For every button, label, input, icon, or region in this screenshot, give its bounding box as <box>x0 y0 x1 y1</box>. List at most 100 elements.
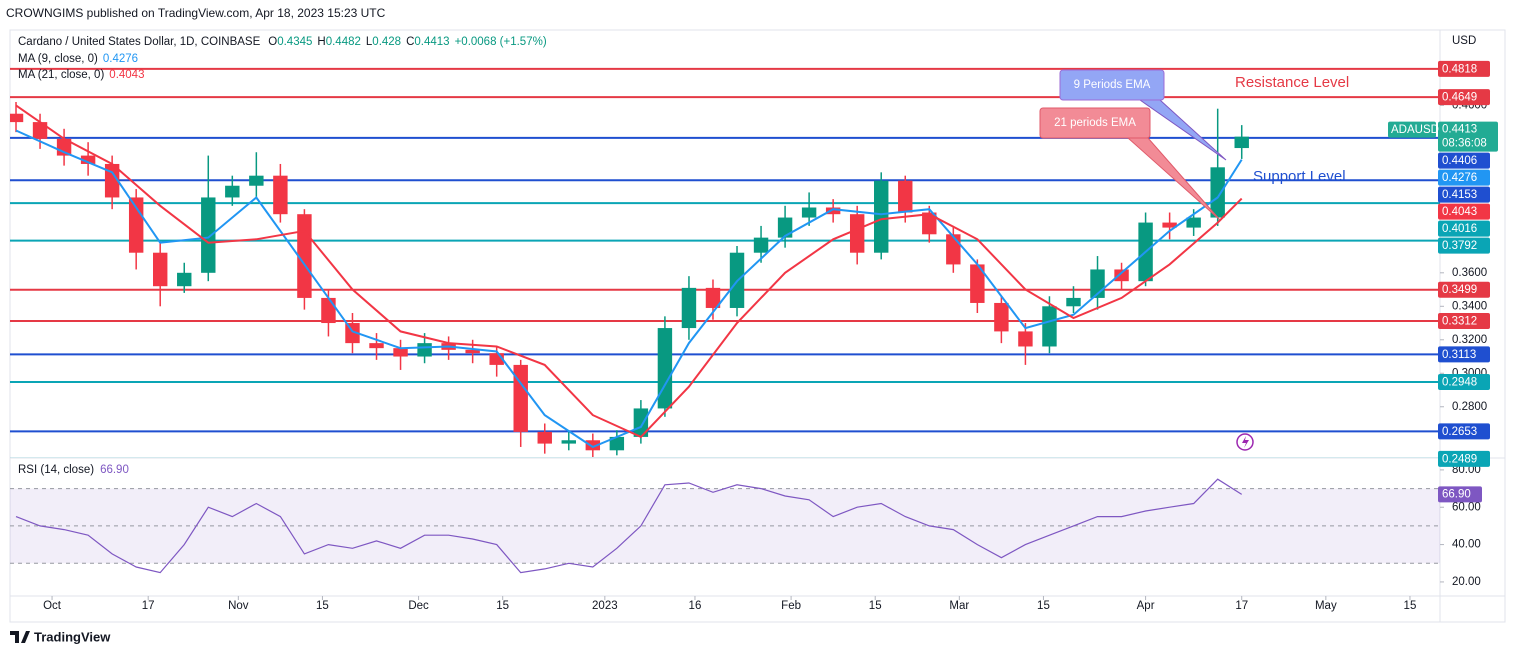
annotation: 9 Periods EMA <box>1074 79 1151 91</box>
x-tick-label: 17 <box>1235 600 1248 612</box>
candle-body <box>104 163 120 198</box>
ma-legend: MA (21, close, 0) 0.4043 <box>18 69 144 81</box>
level-label-box <box>1438 237 1490 254</box>
ma-line <box>15 104 1243 439</box>
rsi-name: RSI (14, close) <box>18 464 94 476</box>
candle-body <box>321 297 336 324</box>
ma-name: MA (21, close, 0) <box>18 69 104 81</box>
level-label-box <box>1438 313 1490 330</box>
candle-body <box>1210 167 1225 218</box>
level-label: 0.2653 <box>1442 426 1477 438</box>
level-label: 0.4016 <box>1442 223 1477 235</box>
candle-body <box>681 287 697 329</box>
change: +0.0068 (+1.57%) <box>455 36 547 48</box>
ohlc-key: L <box>366 36 373 48</box>
x-tick-label: May <box>1315 600 1337 612</box>
event-icon-glyph <box>1242 436 1249 448</box>
candle-body <box>657 328 673 409</box>
annotation: Resistance Level <box>1235 74 1349 91</box>
x-tick-label: 15 <box>1404 600 1417 612</box>
x-tick-label: Mar <box>949 600 969 612</box>
level-label: 0.4649 <box>1442 92 1477 104</box>
level-label: 0.3499 <box>1442 284 1477 296</box>
x-tick-label: 15 <box>1037 600 1050 612</box>
candle-body <box>705 287 721 308</box>
candle-body <box>898 180 913 213</box>
candle-body <box>177 272 192 287</box>
x-tick-label: 16 <box>689 600 702 612</box>
ohlc-value: 0.4413 <box>414 36 449 48</box>
ma-name: MA (9, close, 0) <box>18 53 98 65</box>
price-label: 0.4413 <box>1442 124 1477 136</box>
rsi-value-label: 66.90 <box>1442 488 1471 500</box>
candle-body <box>1018 331 1033 347</box>
candle-body <box>201 197 216 273</box>
rsi-legend: RSI (14, close) 66.90 <box>18 464 129 476</box>
candle-body <box>465 349 480 354</box>
x-tick-label: 15 <box>496 600 509 612</box>
candle-body <box>513 364 528 432</box>
ma-legend: MA (9, close, 0) 0.4276 <box>18 53 138 65</box>
candle-body <box>585 440 601 451</box>
y-tick-label: 0.3400 <box>1452 300 1487 312</box>
candle-body <box>80 155 96 164</box>
candle-body <box>128 197 144 253</box>
ma-line <box>15 129 1243 449</box>
x-tick-label: Feb <box>781 600 801 612</box>
level-label-box <box>1438 423 1490 440</box>
x-tick-label: Oct <box>43 600 62 612</box>
logo <box>10 631 30 643</box>
candle-body <box>417 343 432 357</box>
candle-body <box>825 207 841 215</box>
x-tick-label: 15 <box>869 600 882 612</box>
ohlc-key: C <box>406 36 414 48</box>
ma-value: 0.4043 <box>109 69 144 81</box>
level-label-box <box>1438 346 1490 363</box>
level-label: 0.3113 <box>1442 349 1476 361</box>
candle-body <box>753 237 769 253</box>
ohlc-key: H <box>317 36 325 48</box>
candle-body <box>1114 269 1129 282</box>
symbol-title: Cardano / United States Dollar, 1D, COIN… <box>18 36 261 48</box>
candle-body <box>1162 222 1177 228</box>
candle-body <box>970 264 985 303</box>
candle-body <box>1066 297 1081 307</box>
ohlc-value: 0.4482 <box>326 36 361 48</box>
candle-body <box>633 408 649 437</box>
level-label: 0.4153 <box>1442 189 1477 201</box>
rsi-value-box <box>1438 486 1482 503</box>
candle-body <box>1042 306 1057 347</box>
candle-body <box>874 180 889 253</box>
x-tick-label: 2023 <box>592 600 618 612</box>
candle-body <box>994 302 1009 332</box>
candle-body <box>153 252 168 287</box>
x-tick-label: 15 <box>316 600 329 612</box>
candle-body <box>801 207 817 218</box>
y-tick-label: 40.00 <box>1452 539 1481 551</box>
candle-body <box>777 217 793 238</box>
y-tick-label: 0.2800 <box>1452 401 1487 413</box>
candle-body <box>32 122 48 139</box>
symbol-label: ADAUSD <box>1391 124 1439 136</box>
level-label-box <box>1438 450 1490 467</box>
candle-body <box>489 353 504 365</box>
candle-body <box>561 440 576 444</box>
x-tick-label: Dec <box>408 600 429 612</box>
level-label: 0.2489 <box>1442 453 1477 465</box>
candle-body <box>1234 136 1249 149</box>
rsi-line <box>15 478 1243 574</box>
level-label: 0.4818 <box>1442 63 1477 75</box>
y-tick-label: 0.3200 <box>1452 334 1487 346</box>
level-label: 0.3312 <box>1442 316 1477 328</box>
candle-body <box>609 436 625 451</box>
x-tick-label: 17 <box>142 600 155 612</box>
y-tick-label: 0.3600 <box>1452 267 1487 279</box>
y-tick-label: 20.00 <box>1452 576 1481 588</box>
level-label: 0.4406 <box>1442 155 1477 167</box>
symbol-box <box>1388 121 1436 138</box>
currency-label: USD <box>1452 35 1476 47</box>
candle-body <box>393 348 408 357</box>
footer: TradingView <box>34 629 111 644</box>
ma-value: 0.4276 <box>103 53 138 65</box>
